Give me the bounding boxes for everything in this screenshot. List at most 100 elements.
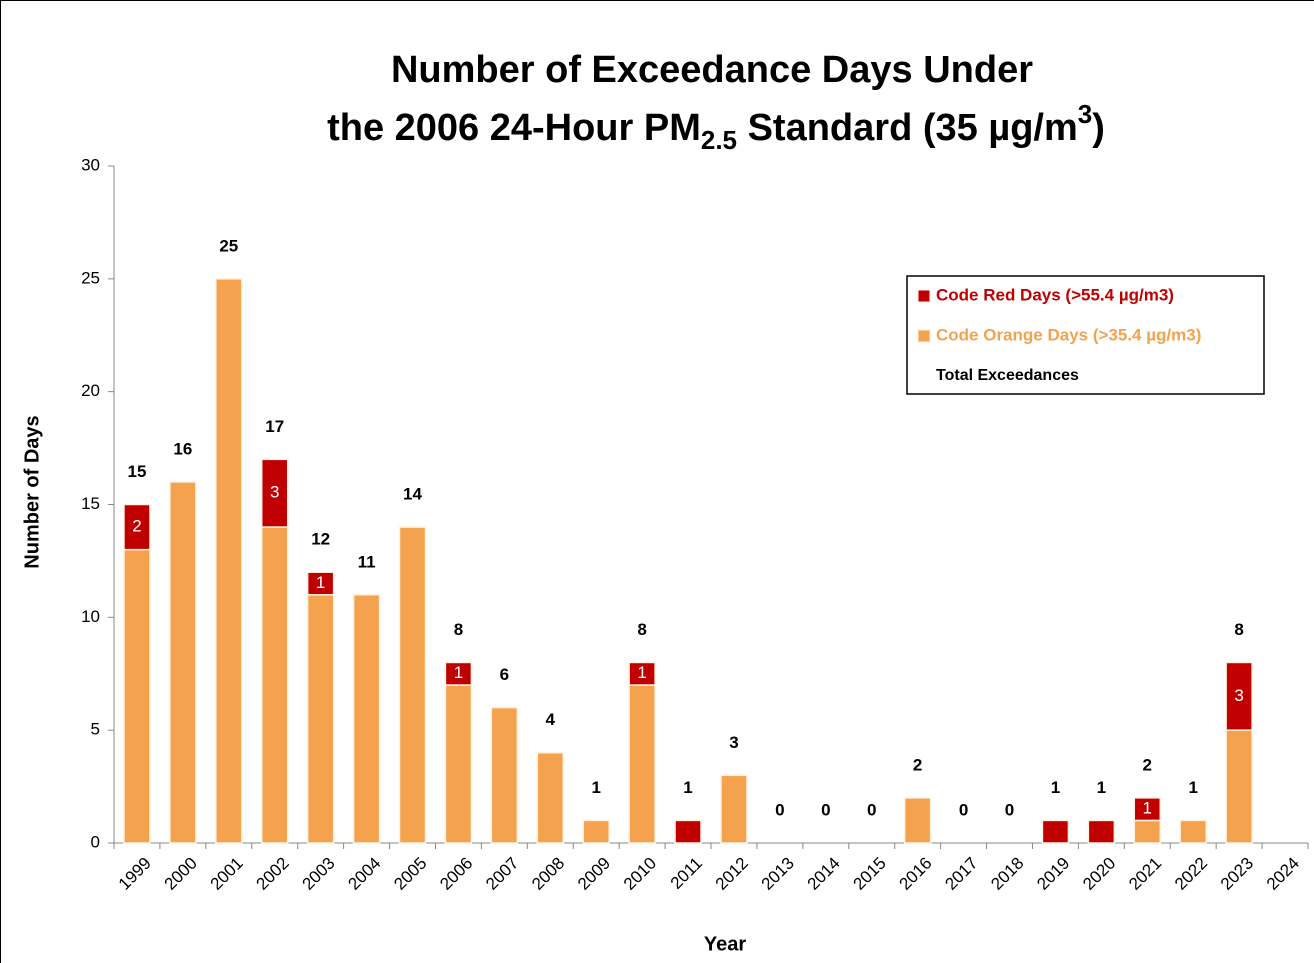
x-tick-label: 2018: [987, 854, 1027, 894]
x-tick-label: 2016: [895, 854, 935, 894]
total-label: 8: [454, 620, 463, 639]
total-label: 1: [1188, 778, 1197, 797]
total-label: 12: [311, 530, 330, 549]
bar-segment: [1087, 819, 1116, 844]
total-label: 14: [403, 485, 422, 504]
total-label: 0: [867, 800, 876, 819]
segment-label: 1: [454, 663, 463, 682]
x-tick-label: 2006: [436, 854, 476, 894]
y-tick-label: 10: [81, 607, 100, 626]
bar-segment: [1041, 819, 1070, 844]
title-part: ): [1092, 107, 1105, 149]
x-tick-label: 2010: [620, 854, 660, 894]
legend-box: [906, 275, 1265, 395]
y-tick-label: 25: [81, 268, 100, 287]
y-tick-label: 0: [91, 832, 100, 851]
total-label: 8: [637, 620, 646, 639]
segment-label: 1: [1143, 799, 1152, 818]
total-label: 25: [219, 236, 238, 255]
bar-segment: [352, 594, 381, 844]
legend-label: Code Orange Days (>35.4 µg/m3): [936, 325, 1201, 344]
bar-segment: [1225, 661, 1253, 731]
y-axis-title: Number of Days: [21, 415, 43, 568]
x-tick-label: 2023: [1217, 854, 1257, 894]
y-tick-label: 20: [81, 381, 100, 400]
x-tick-label: 2004: [344, 854, 384, 894]
bar-segment: [582, 819, 610, 844]
bar-segment: [444, 684, 473, 844]
title-part: Standard (35 µg/m: [737, 107, 1078, 149]
y-tick-label: 30: [81, 155, 100, 174]
bar-segment: [215, 278, 243, 844]
bar-segment: [536, 751, 565, 844]
x-tick-label: 2002: [253, 854, 293, 894]
x-tick-label: 2000: [161, 854, 201, 894]
bar-segment: [444, 661, 473, 686]
bar-segment: [306, 571, 335, 596]
y-tick-label: 5: [91, 720, 100, 739]
total-label: 2: [1143, 755, 1152, 774]
total-label: 0: [959, 800, 968, 819]
x-tick-label: 2012: [712, 854, 752, 894]
legend-swatch: [917, 329, 931, 343]
x-tick-label: 2022: [1171, 854, 1211, 894]
total-label: 1: [1097, 778, 1106, 797]
y-tick-label: 15: [81, 494, 100, 513]
total-label: 1: [683, 778, 692, 797]
bar-segment: [169, 481, 197, 844]
x-tick-label: 2011: [667, 854, 706, 893]
x-tick-label: 2019: [1033, 854, 1073, 894]
x-tick-label: 2013: [758, 854, 798, 894]
x-tick-label: 1999: [115, 854, 155, 894]
bar-segment: [720, 774, 748, 844]
bar-segment: [306, 594, 335, 844]
bar-segment: [628, 661, 656, 686]
segment-label: 2: [132, 517, 141, 536]
bar-segment: [123, 503, 151, 551]
total-label: 1: [591, 778, 600, 797]
bar-segment: [123, 548, 151, 844]
x-tick-label: 2015: [850, 854, 890, 894]
x-tick-label: 2003: [298, 854, 338, 894]
x-tick-label: 2017: [941, 854, 981, 894]
total-label: 3: [729, 733, 738, 752]
total-label: 4: [546, 710, 556, 729]
legend-label: Code Red Days (>55.4 µg/m3): [936, 285, 1174, 304]
total-label: 8: [1234, 620, 1243, 639]
segment-label: 3: [1234, 686, 1243, 705]
x-axis-title: Year: [704, 933, 746, 955]
segment-label: 1: [316, 573, 325, 592]
bar-segment: [674, 819, 702, 844]
x-tick-label: 2020: [1079, 854, 1119, 894]
total-label: 1: [1051, 778, 1060, 797]
segment-label: 1: [637, 663, 646, 682]
total-label: 0: [1005, 800, 1014, 819]
bar-segment: [1133, 797, 1162, 822]
total-label: 11: [358, 552, 376, 571]
bar-segment: [260, 458, 289, 528]
bar-segment: [490, 706, 519, 844]
x-tick-label: 2014: [804, 854, 844, 894]
x-tick-label: 2007: [482, 854, 522, 894]
bar-segment: [398, 526, 427, 844]
chart-title: the 2006 24-Hour PM2.5 Standard (35 µg/m…: [327, 99, 1105, 155]
x-tick-label: 2008: [528, 854, 568, 894]
bar-segment: [903, 797, 932, 844]
title-part: the 2006 24-Hour PM: [327, 107, 701, 149]
bar-segment: [1133, 819, 1162, 844]
x-tick-label: 2024: [1263, 854, 1303, 894]
bar-segment: [1179, 819, 1207, 844]
total-label: 15: [128, 462, 147, 481]
segment-label: 3: [270, 483, 279, 502]
title-superscript: 3: [1078, 99, 1092, 129]
legend-label: Total Exceedances: [936, 367, 1079, 384]
total-label: 0: [821, 800, 830, 819]
x-tick-label: 2001: [207, 854, 247, 894]
x-tick-label: 2021: [1125, 854, 1165, 894]
total-label: 2: [913, 755, 922, 774]
bar-segment: [1225, 729, 1253, 844]
bar-segment: [260, 526, 289, 844]
total-label: 17: [265, 417, 284, 436]
total-label: 6: [500, 665, 509, 684]
